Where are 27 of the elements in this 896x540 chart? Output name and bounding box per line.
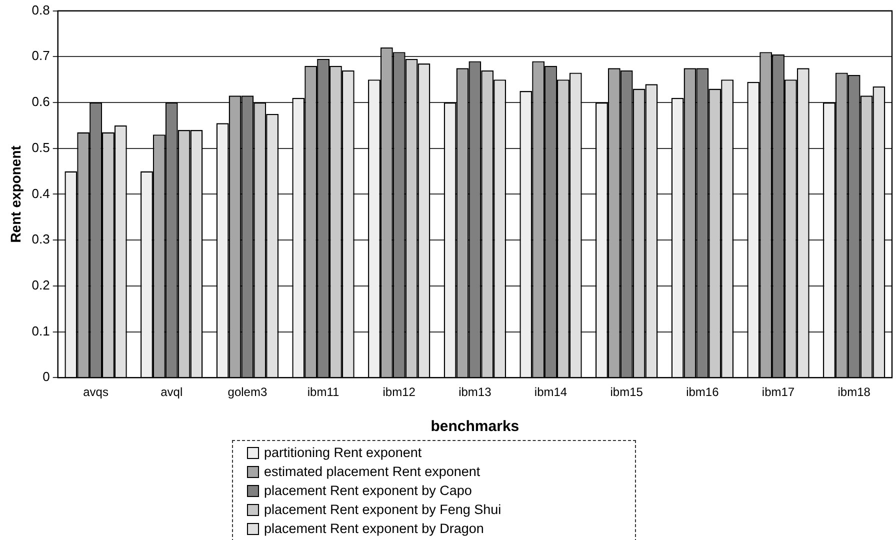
y-tick-label: 0.6 (32, 94, 50, 110)
y-tick-label: 0.8 (32, 2, 50, 18)
legend-label: placement Rent exponent by Feng Shui (264, 502, 502, 517)
y-tick-label: 0 (42, 369, 50, 384)
y-tick-label: 0.4 (32, 186, 50, 201)
x-tick-label: avql (160, 385, 183, 400)
y-tick-label: 0.2 (32, 277, 50, 292)
y-axis-title: Rent exponent (7, 145, 24, 243)
y-tick-label: 0.7 (32, 48, 50, 64)
x-tick-label: ibm15 (610, 385, 644, 400)
y-tick-label: 0.5 (32, 140, 50, 155)
x-tick-label: ibm17 (762, 385, 795, 400)
x-axis-title: benchmarks (430, 418, 520, 436)
x-tick-label: ibm16 (686, 385, 720, 400)
x-tick-label: ibm13 (458, 385, 492, 400)
legend-label: placement Rent exponent by Capo (264, 483, 472, 498)
legend-label: placement Rent exponent by Dragon (264, 521, 484, 536)
x-tick-label: golem3 (228, 385, 268, 400)
y-tick-label: 0.3 (32, 232, 50, 247)
x-tick-label: ibm18 (838, 385, 871, 400)
x-tick-label: ibm14 (534, 385, 568, 400)
legend-label: estimated placement Rent exponent (264, 464, 480, 479)
x-tick-label: ibm11 (307, 385, 340, 400)
legend-label: partitioning Rent exponent (264, 445, 422, 460)
y-tick-label: 0.1 (32, 323, 50, 338)
x-tick-label: ibm12 (382, 385, 416, 400)
x-tick-label: avqs (83, 385, 108, 400)
